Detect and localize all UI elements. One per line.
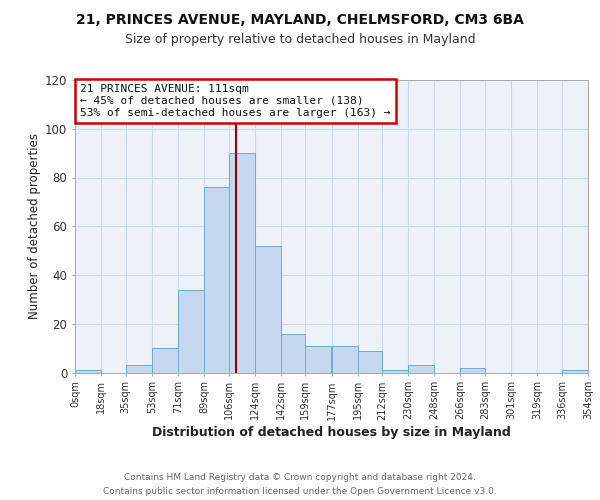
Text: Contains HM Land Registry data © Crown copyright and database right 2024.: Contains HM Land Registry data © Crown c… xyxy=(124,472,476,482)
Bar xyxy=(254,246,281,372)
Bar xyxy=(460,368,485,372)
Text: 21, PRINCES AVENUE, MAYLAND, CHELMSFORD, CM3 6BA: 21, PRINCES AVENUE, MAYLAND, CHELMSFORD,… xyxy=(76,12,524,26)
Bar xyxy=(305,346,331,372)
Bar xyxy=(331,346,358,372)
Bar xyxy=(409,365,434,372)
Bar xyxy=(229,153,254,372)
Bar xyxy=(178,290,204,372)
Bar xyxy=(152,348,178,372)
Text: 21 PRINCES AVENUE: 111sqm
← 45% of detached houses are smaller (138)
53% of semi: 21 PRINCES AVENUE: 111sqm ← 45% of detac… xyxy=(80,84,391,117)
Text: Contains public sector information licensed under the Open Government Licence v3: Contains public sector information licen… xyxy=(103,488,497,496)
Bar xyxy=(562,370,588,372)
Bar xyxy=(358,350,382,372)
X-axis label: Distribution of detached houses by size in Mayland: Distribution of detached houses by size … xyxy=(152,426,511,440)
Y-axis label: Number of detached properties: Number of detached properties xyxy=(28,133,41,320)
Bar xyxy=(126,365,152,372)
Bar xyxy=(204,187,229,372)
Bar xyxy=(75,370,101,372)
Bar xyxy=(281,334,305,372)
Bar xyxy=(382,370,409,372)
Text: Size of property relative to detached houses in Mayland: Size of property relative to detached ho… xyxy=(125,32,475,46)
